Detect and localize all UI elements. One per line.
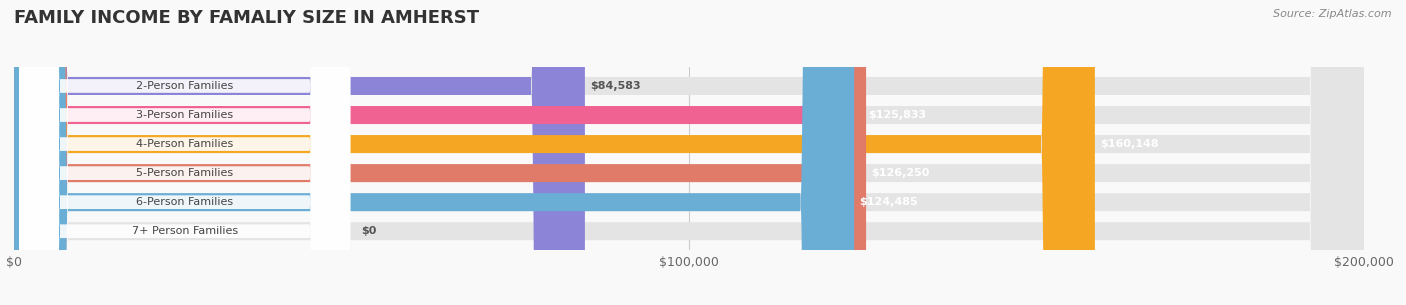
Text: $160,148: $160,148 [1101, 139, 1159, 149]
Text: 5-Person Families: 5-Person Families [136, 168, 233, 178]
FancyBboxPatch shape [20, 0, 350, 305]
FancyBboxPatch shape [14, 0, 1095, 305]
Text: $125,833: $125,833 [869, 110, 927, 120]
Text: $0: $0 [361, 226, 377, 236]
Text: 3-Person Families: 3-Person Families [136, 110, 233, 120]
FancyBboxPatch shape [14, 0, 585, 305]
FancyBboxPatch shape [20, 0, 350, 305]
FancyBboxPatch shape [20, 0, 350, 305]
FancyBboxPatch shape [14, 0, 1364, 305]
FancyBboxPatch shape [14, 0, 1364, 305]
FancyBboxPatch shape [20, 0, 350, 305]
FancyBboxPatch shape [20, 0, 350, 305]
Text: $124,485: $124,485 [859, 197, 918, 207]
FancyBboxPatch shape [14, 0, 1364, 305]
Text: 6-Person Families: 6-Person Families [136, 197, 233, 207]
FancyBboxPatch shape [14, 0, 1364, 305]
Text: $84,583: $84,583 [591, 81, 641, 91]
Text: Source: ZipAtlas.com: Source: ZipAtlas.com [1274, 9, 1392, 19]
FancyBboxPatch shape [14, 0, 1364, 305]
FancyBboxPatch shape [14, 0, 863, 305]
Text: 4-Person Families: 4-Person Families [136, 139, 233, 149]
Text: $126,250: $126,250 [872, 168, 929, 178]
FancyBboxPatch shape [14, 0, 866, 305]
Text: 7+ Person Families: 7+ Person Families [132, 226, 238, 236]
Text: 2-Person Families: 2-Person Families [136, 81, 233, 91]
FancyBboxPatch shape [14, 0, 855, 305]
Text: FAMILY INCOME BY FAMALIY SIZE IN AMHERST: FAMILY INCOME BY FAMALIY SIZE IN AMHERST [14, 9, 479, 27]
FancyBboxPatch shape [20, 0, 350, 305]
FancyBboxPatch shape [14, 0, 1364, 305]
